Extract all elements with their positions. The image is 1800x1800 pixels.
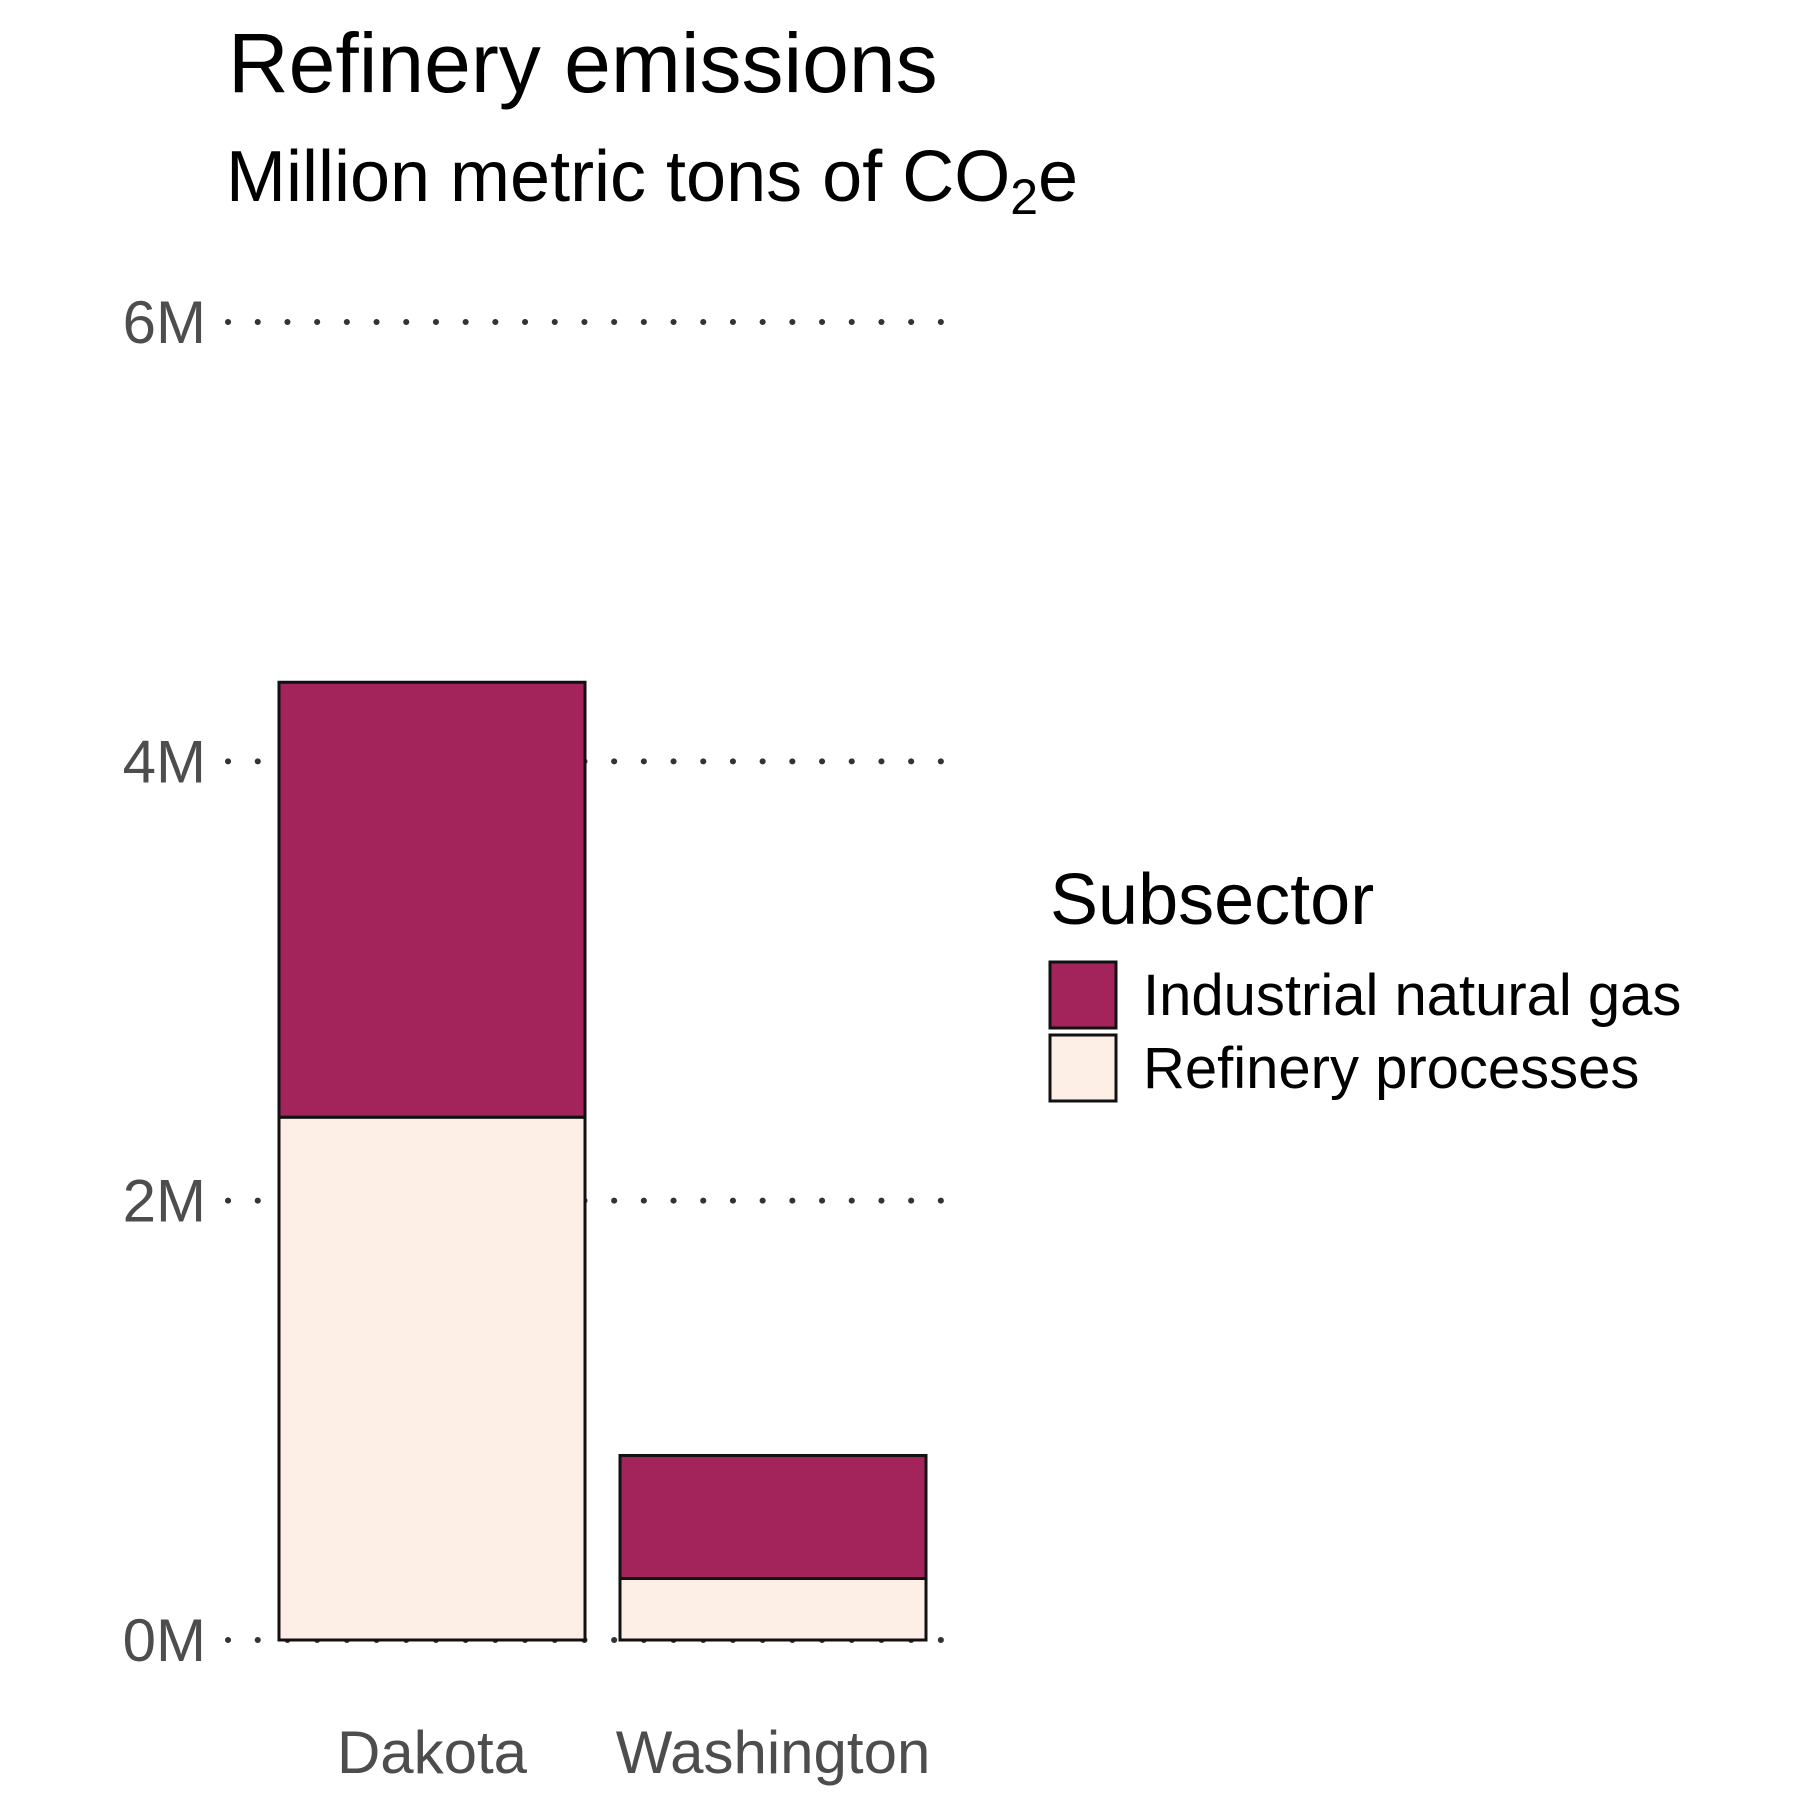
y-tick-label: 4M xyxy=(123,728,206,795)
legend-key xyxy=(1048,960,1118,1030)
legend: Subsector Industrial natural gas Refinery… xyxy=(1048,860,1681,1103)
y-tick-label: 0M xyxy=(123,1607,206,1674)
bar-segment xyxy=(618,1453,928,1580)
bars xyxy=(277,680,928,1642)
chart-subtitle-subscript: 2 xyxy=(1010,169,1038,225)
chart-subtitle: Million metric tons of CO2e xyxy=(226,137,1078,225)
x-tick-label: Dakota xyxy=(337,1719,528,1786)
bar-segment xyxy=(277,1115,587,1642)
bar-segment xyxy=(618,1576,928,1642)
chart-subtitle-prefix: Million metric tons of CO xyxy=(226,137,1010,217)
legend-key xyxy=(1048,1033,1118,1103)
legend-label: Industrial natural gas xyxy=(1143,963,1681,1028)
chart-subtitle-suffix: e xyxy=(1038,137,1078,217)
x-axis: Dakota Washington xyxy=(337,1719,930,1786)
legend-label: Refinery processes xyxy=(1143,1036,1639,1101)
y-axis: 0M 2M 4M 6M xyxy=(123,289,206,1674)
y-tick-label: 6M xyxy=(123,289,206,356)
x-tick-label: Washington xyxy=(616,1719,931,1786)
y-tick-label: 2M xyxy=(123,1168,206,1235)
legend-title: Subsector xyxy=(1050,860,1374,940)
bar-segment xyxy=(277,680,587,1119)
chart-title: Refinery emissions xyxy=(228,16,938,110)
